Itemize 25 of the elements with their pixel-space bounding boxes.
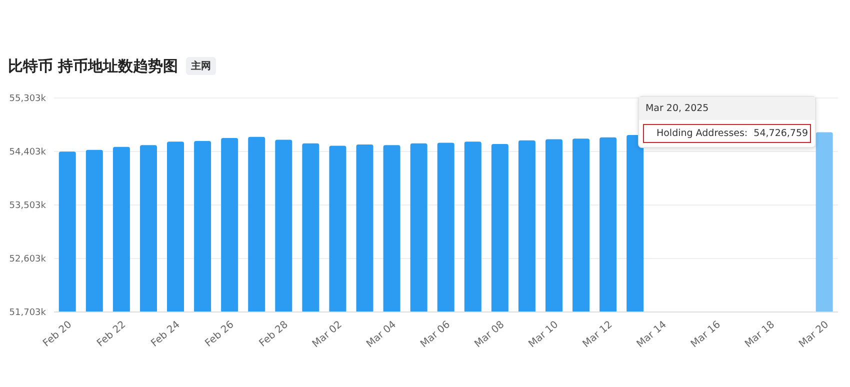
x-tick-label: Mar 12: [580, 319, 615, 350]
x-tick-label: Mar 18: [743, 319, 777, 350]
y-tick-label: 52,603k: [9, 254, 47, 265]
chart-title: 比特币 持币地址数趋势图: [8, 56, 178, 76]
y-tick-label: 54,403k: [9, 148, 47, 158]
annotation: Mar 20, 2025: [639, 97, 816, 120]
x-tick-label: Feb 28: [257, 319, 290, 350]
y-tick-label: 55,303k: [9, 94, 47, 104]
x-tick-label: Feb 20: [41, 319, 74, 350]
x-tick-label: Mar 08: [472, 319, 507, 350]
x-tick-label: Mar 06: [418, 319, 452, 350]
x-tick-label: Mar 04: [364, 319, 398, 350]
annotation: Holding Addresses: 54,726,759: [656, 128, 808, 140]
x-tick-label: Mar 14: [635, 319, 669, 350]
x-tick-label: Mar 02: [310, 319, 344, 350]
x-tick-label: Mar 16: [689, 319, 723, 350]
x-tick-label: Mar 20: [797, 319, 831, 350]
x-tick-label: Feb 22: [95, 319, 128, 350]
x-tick-label: Feb 24: [149, 319, 182, 350]
chart-subtitle: 主网: [186, 57, 216, 75]
y-tick-label: 51,703k: [9, 308, 47, 318]
y-tick-label: 53,503k: [9, 201, 47, 212]
x-tick-label: Feb 26: [203, 319, 236, 350]
x-tick-label: Mar 10: [526, 319, 561, 350]
tooltip-box: Mar 20, 2025 Holding Addresses: 54,726,759: [638, 96, 816, 148]
